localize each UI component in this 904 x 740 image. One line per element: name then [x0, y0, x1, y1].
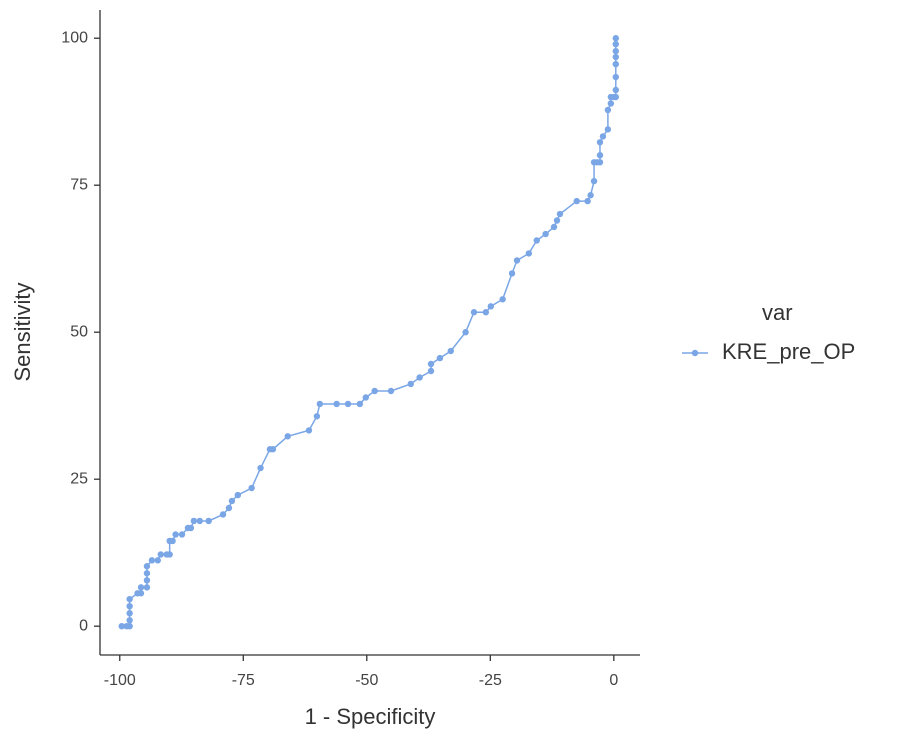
point — [356, 400, 364, 408]
point — [427, 367, 435, 375]
point — [344, 400, 352, 408]
point — [596, 152, 604, 159]
point — [187, 524, 195, 532]
point — [596, 159, 604, 166]
point — [407, 380, 414, 388]
point — [269, 446, 277, 453]
point — [604, 126, 612, 133]
point — [234, 491, 242, 499]
point — [157, 551, 164, 558]
point — [196, 517, 203, 525]
y-tick-label: 100 — [61, 29, 88, 46]
point — [178, 531, 186, 538]
point — [416, 374, 423, 381]
point — [316, 400, 324, 408]
point — [553, 217, 561, 224]
point — [612, 93, 619, 101]
point — [169, 537, 176, 545]
y-tick-label: 25 — [70, 470, 88, 487]
line — [121, 38, 617, 627]
point — [166, 551, 173, 558]
point — [190, 517, 198, 525]
legend-point — [691, 349, 699, 357]
y-tick-label: 50 — [70, 323, 88, 340]
point — [219, 511, 227, 518]
point — [248, 484, 255, 492]
point — [612, 60, 619, 68]
y-axis-title: Sensitivity — [10, 282, 35, 381]
point — [542, 230, 549, 238]
point — [118, 622, 125, 630]
point — [513, 257, 521, 264]
x-tick-label: -25 — [479, 672, 502, 689]
point — [137, 590, 145, 597]
point — [612, 86, 619, 94]
point — [482, 309, 490, 316]
point — [225, 504, 233, 512]
point — [612, 47, 619, 55]
point — [573, 197, 580, 205]
point — [612, 35, 619, 42]
point — [126, 622, 133, 630]
point — [487, 303, 494, 310]
x-tick-label: 0 — [609, 672, 618, 689]
point — [305, 427, 313, 434]
point — [550, 223, 558, 231]
point — [371, 387, 378, 395]
point — [556, 210, 564, 218]
legend-title: var — [762, 300, 793, 325]
point — [172, 531, 179, 538]
point — [508, 270, 516, 277]
point — [462, 329, 469, 336]
point — [143, 577, 151, 584]
point — [126, 602, 133, 610]
y-tick-label: 0 — [79, 617, 88, 634]
point — [587, 192, 594, 199]
point — [470, 309, 478, 316]
point — [596, 139, 604, 146]
point — [387, 387, 395, 395]
point — [447, 347, 454, 355]
point — [148, 557, 156, 564]
legend-label: KRE_pre_OP — [722, 339, 855, 364]
point — [499, 296, 506, 303]
point — [607, 100, 615, 107]
point — [228, 497, 236, 505]
point — [427, 360, 435, 368]
point — [154, 557, 162, 564]
point — [584, 197, 591, 205]
point — [126, 610, 133, 617]
point — [362, 394, 370, 401]
point — [126, 617, 133, 624]
point — [143, 584, 151, 591]
point — [612, 73, 619, 81]
point — [612, 53, 619, 61]
point — [333, 400, 340, 408]
point — [604, 106, 612, 114]
point — [525, 250, 533, 257]
point — [590, 177, 598, 185]
point — [257, 464, 264, 472]
point — [143, 570, 151, 577]
point — [284, 433, 291, 440]
point — [126, 595, 133, 603]
x-tick-label: -75 — [232, 672, 255, 689]
x-axis-title: 1 - Specificity — [305, 704, 436, 729]
y-tick-label: 75 — [70, 176, 88, 193]
point — [313, 413, 321, 420]
point — [533, 237, 540, 244]
point — [436, 354, 444, 362]
x-tick-label: -100 — [104, 672, 136, 689]
point — [205, 517, 212, 525]
x-tick-label: -50 — [355, 672, 378, 689]
point — [137, 584, 145, 591]
point — [143, 563, 151, 570]
point — [599, 133, 607, 140]
point — [612, 40, 619, 48]
